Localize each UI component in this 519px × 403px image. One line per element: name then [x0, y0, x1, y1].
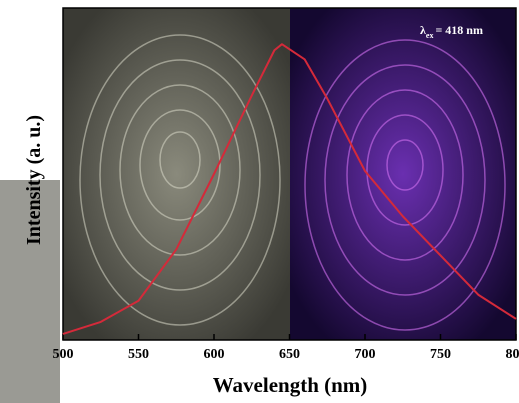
- x-tick-label: 750: [430, 347, 451, 362]
- x-tick-label: 650: [279, 347, 300, 362]
- x-tick-label: 700: [355, 347, 376, 362]
- x-tick-label: 800: [506, 347, 519, 362]
- annotation-text: = 418 nm: [435, 23, 483, 37]
- x-tick-label: 550: [128, 347, 149, 362]
- chart: Intensity (a. u.) Wavelength (nm) λex= 4…: [0, 0, 519, 403]
- x-tick-label: 600: [204, 347, 225, 362]
- x-tick-label: 500: [53, 347, 74, 362]
- annotation-subscript: ex: [426, 31, 434, 40]
- x-axis-label: Wavelength (nm): [213, 373, 368, 397]
- fingerprint-fluorescence: [290, 8, 516, 340]
- y-axis-label: Intensity (a. u.): [23, 115, 45, 245]
